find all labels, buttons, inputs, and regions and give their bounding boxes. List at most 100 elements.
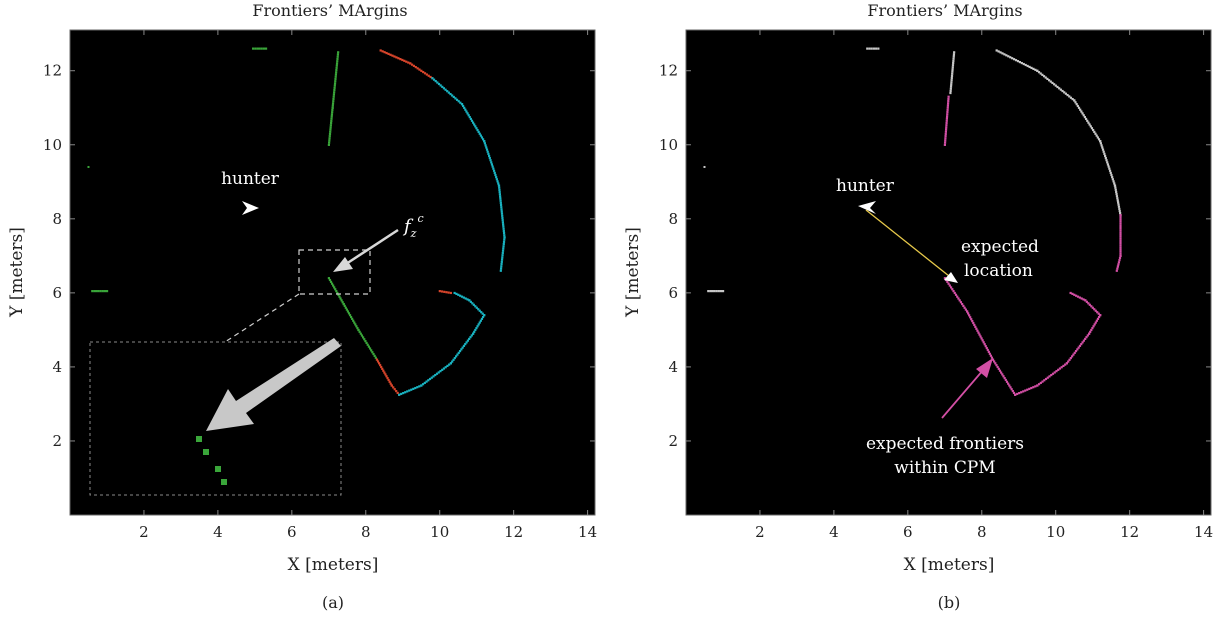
frontier-point bbox=[492, 169, 496, 172]
frontier-point bbox=[1101, 148, 1105, 151]
frontier-point bbox=[501, 256, 504, 259]
frontier-point bbox=[414, 386, 417, 390]
frontier-point bbox=[967, 312, 970, 315]
frontier-point bbox=[1073, 293, 1076, 296]
frontier-point bbox=[471, 302, 474, 305]
frontier-point bbox=[331, 111, 334, 114]
frontier-point bbox=[452, 95, 455, 99]
frontier-point bbox=[376, 360, 380, 363]
frontier-point bbox=[416, 386, 419, 389]
frontier-point bbox=[335, 290, 338, 293]
frontier-point bbox=[464, 108, 467, 111]
frontier-point bbox=[483, 142, 486, 145]
frontier-point bbox=[467, 114, 470, 117]
frontier-point bbox=[459, 294, 462, 297]
frontier-point bbox=[1118, 209, 1121, 213]
frontier-point bbox=[1094, 132, 1097, 135]
frontier-point bbox=[950, 79, 953, 82]
frontier-point bbox=[1007, 55, 1010, 58]
frontier-point bbox=[944, 130, 948, 133]
frontier-point bbox=[970, 318, 973, 321]
frontier-point bbox=[501, 249, 505, 252]
frontier-point bbox=[383, 51, 386, 54]
frontier-point bbox=[328, 141, 331, 144]
frontier-point bbox=[1087, 332, 1091, 335]
frontier-point bbox=[1059, 88, 1062, 91]
frontier-point bbox=[1016, 60, 1020, 63]
frontier-point bbox=[950, 83, 953, 86]
frontier-point bbox=[1068, 95, 1071, 98]
frontier-point bbox=[1058, 367, 1062, 370]
frontier-point bbox=[501, 219, 504, 222]
frontier-point bbox=[474, 328, 477, 332]
frontier-point bbox=[468, 337, 471, 341]
frontier-point bbox=[493, 171, 496, 175]
frontier-point bbox=[453, 356, 456, 360]
frontier-point bbox=[969, 316, 972, 319]
frontier-point bbox=[1101, 146, 1104, 149]
frontier-point bbox=[501, 214, 504, 217]
frontier-point bbox=[435, 372, 439, 375]
frontier-point bbox=[410, 63, 414, 66]
frontier-point bbox=[1111, 178, 1114, 181]
frontier-point bbox=[453, 291, 456, 295]
frontier-point bbox=[1085, 300, 1088, 303]
frontier-point bbox=[461, 346, 464, 349]
frontier-point bbox=[366, 343, 369, 346]
frontier-point bbox=[950, 81, 953, 84]
frontier-point bbox=[1086, 119, 1089, 122]
frontier-point bbox=[1024, 63, 1027, 67]
frontier-point bbox=[478, 321, 481, 324]
frontier-point bbox=[1119, 229, 1122, 232]
frontier-point bbox=[480, 136, 484, 139]
frontier-point bbox=[1084, 117, 1088, 121]
zoom-box bbox=[298, 249, 371, 295]
frontier-point bbox=[1008, 384, 1011, 387]
frontier-point bbox=[1041, 380, 1044, 383]
frontier-point bbox=[91, 290, 94, 293]
frontier-point bbox=[1071, 355, 1074, 358]
frontier-point bbox=[490, 163, 494, 166]
frontier-point bbox=[1115, 269, 1118, 272]
frontier-point bbox=[383, 371, 386, 374]
frontier-point bbox=[389, 53, 392, 56]
frontier-point bbox=[1105, 159, 1108, 162]
frontier-point bbox=[387, 378, 390, 382]
frontier-point bbox=[1076, 295, 1080, 298]
frontier-point bbox=[254, 47, 257, 50]
frontier-point bbox=[877, 47, 880, 50]
frontier-point bbox=[1106, 161, 1109, 164]
frontier-point bbox=[500, 206, 503, 209]
frontier-point bbox=[502, 232, 506, 235]
frontier-point bbox=[1046, 77, 1049, 81]
frontier-point bbox=[327, 143, 331, 146]
frontier-point bbox=[499, 199, 502, 202]
frontier-point bbox=[1069, 291, 1072, 295]
frontier-point bbox=[1081, 112, 1084, 115]
frontier-point bbox=[866, 47, 869, 50]
frontier-point bbox=[481, 315, 485, 319]
frontier-point bbox=[1062, 364, 1065, 368]
frontier-point bbox=[423, 381, 426, 385]
frontier-point bbox=[1016, 392, 1019, 396]
frontier-point bbox=[382, 369, 385, 372]
frontier-point bbox=[497, 182, 500, 185]
frontier-point bbox=[1018, 60, 1022, 64]
frontier-point bbox=[335, 68, 338, 72]
panel-b-label: (b) bbox=[938, 593, 961, 612]
frontier-point bbox=[500, 212, 504, 215]
x-tick-label: 4 bbox=[829, 523, 839, 541]
panel-b-overlays: hunter expected location expected fronti… bbox=[836, 176, 1039, 478]
frontier-point bbox=[339, 297, 342, 300]
frontier-point bbox=[502, 229, 505, 233]
frontier-point bbox=[365, 341, 368, 345]
frontier-point bbox=[1087, 121, 1090, 124]
frontier-point bbox=[502, 242, 505, 246]
y-tick-label: 10 bbox=[43, 136, 62, 154]
frontier-point bbox=[1111, 176, 1114, 179]
x-tick-label: 12 bbox=[504, 523, 523, 541]
frontier-point bbox=[447, 291, 450, 294]
frontier-point bbox=[484, 144, 487, 147]
frontier-point bbox=[444, 88, 447, 91]
frontier-point bbox=[479, 319, 482, 322]
